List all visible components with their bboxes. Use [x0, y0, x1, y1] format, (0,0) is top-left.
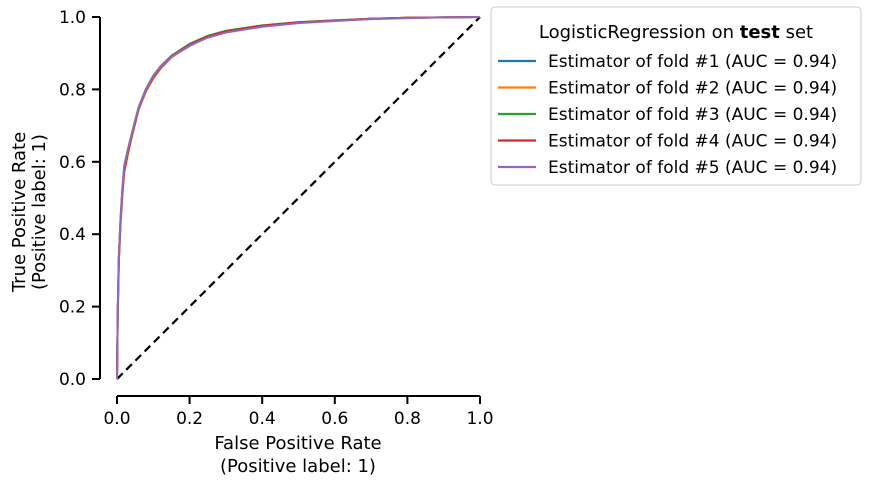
- y-axis-title-line2: (Positive label: 1): [29, 134, 50, 290]
- y-tick-label: 0.2: [59, 298, 86, 318]
- x-tick-label: 0.4: [249, 409, 276, 429]
- legend-label-fold-1: Estimator of fold #1 (AUC = 0.94): [548, 52, 837, 72]
- x-tick-label: 0.6: [321, 409, 348, 429]
- legend-frame: [490, 6, 862, 186]
- curves-layer: [116, 16, 481, 380]
- roc-curve-fold-5: [116, 16, 481, 380]
- legend-items: Estimator of fold #1 (AUC = 0.94) Estimat…: [498, 52, 837, 178]
- legend-label-fold-3: Estimator of fold #3 (AUC = 0.94): [548, 105, 837, 125]
- legend-label-fold-2: Estimator of fold #2 (AUC = 0.94): [548, 79, 837, 99]
- axes-layer: 0.0 0.2 0.4 0.6 0.8 1.0 0.0 0.2 0.4 0.6 0.8 1.0 Fa…: [9, 8, 494, 477]
- chance-level-line: [116, 16, 481, 380]
- y-axis-title-line1: True Positive Rate: [9, 132, 30, 293]
- y-tick-label: 0.4: [59, 225, 86, 245]
- legend-label-fold-4: Estimator of fold #4 (AUC = 0.94): [548, 132, 837, 152]
- x-tick-label: 0.8: [394, 409, 421, 429]
- legend-title-suffix: set: [780, 22, 813, 43]
- x-tick-label: 0.2: [176, 409, 203, 429]
- legend-title-bold: test: [740, 22, 781, 43]
- x-axis-title-line1: False Positive Rate: [214, 433, 381, 454]
- x-ticks: 0.0 0.2 0.4 0.6 0.8 1.0: [103, 396, 494, 429]
- legend-title: LogisticRegression on test set: [539, 22, 813, 43]
- y-tick-label: 1.0: [59, 8, 86, 28]
- y-tick-label: 0.6: [59, 153, 86, 173]
- legend-title-prefix: LogisticRegression on: [539, 22, 740, 43]
- legend-label-fold-5: Estimator of fold #5 (AUC = 0.94): [548, 158, 837, 178]
- x-axis-title-line2: (Positive label: 1): [220, 456, 376, 477]
- x-tick-label: 0.0: [103, 409, 130, 429]
- y-tick-label: 0.0: [59, 370, 86, 390]
- legend: LogisticRegression on test set Estimator…: [490, 6, 862, 186]
- y-ticks: 0.0 0.2 0.4 0.6 0.8 1.0: [59, 8, 100, 390]
- y-tick-label: 0.8: [59, 80, 86, 100]
- x-tick-label: 1.0: [466, 409, 493, 429]
